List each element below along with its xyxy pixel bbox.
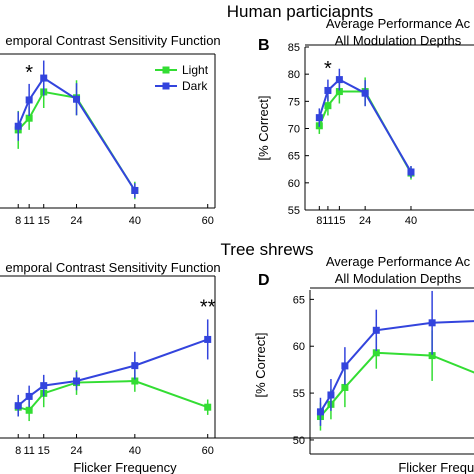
data-point xyxy=(372,349,380,357)
legend-marker xyxy=(162,66,170,74)
data-point xyxy=(40,382,48,390)
y-tick-label: 85 xyxy=(288,42,300,54)
data-point xyxy=(131,362,139,370)
x-tick-label: 15 xyxy=(38,445,50,457)
legend-label: Dark xyxy=(182,79,208,93)
panel-letter: B xyxy=(258,37,270,54)
legend-marker xyxy=(162,82,170,90)
data-point xyxy=(428,319,436,327)
panel-c: emporal Contrast Sensitivity Function 8 11… xyxy=(0,260,474,457)
significance-marker: * xyxy=(324,58,332,80)
y-tick-label: 55 xyxy=(288,205,300,217)
data-point xyxy=(315,114,323,122)
data-point xyxy=(341,362,349,370)
y-tick-label: 60 xyxy=(293,341,305,353)
x-tick-label: 15 xyxy=(38,215,50,227)
series-dark xyxy=(316,290,474,426)
data-point xyxy=(131,377,139,385)
legend-label: Light xyxy=(182,63,209,77)
data-point xyxy=(204,335,212,343)
panel-title-line: Average Performance Ac xyxy=(326,254,471,269)
x-tick-label: 8 xyxy=(316,215,322,227)
data-point xyxy=(73,95,81,103)
panel-title-line: All Modulation Depths xyxy=(335,33,462,48)
data-point xyxy=(14,122,22,130)
data-point xyxy=(131,186,139,194)
panel-b: Average Performance Ac All Modulation Dep… xyxy=(256,16,474,227)
data-point xyxy=(25,392,33,400)
data-point xyxy=(40,74,48,82)
x-tick-label: 15 xyxy=(333,215,345,227)
x-tick-label: 60 xyxy=(202,215,214,227)
data-point xyxy=(407,168,415,176)
data-point xyxy=(316,408,324,416)
y-axis-label: [% Correct] xyxy=(253,332,268,397)
data-point xyxy=(73,377,81,385)
data-point xyxy=(324,102,332,110)
panel-d: Average Performance Ac All Modulation Dep… xyxy=(253,254,474,455)
y-tick-label: 80 xyxy=(288,69,300,81)
y-tick-label: 55 xyxy=(293,388,305,400)
y-axis-label: [% Correct] xyxy=(256,95,271,160)
x-tick-label: 60 xyxy=(202,445,214,457)
data-point xyxy=(428,352,436,360)
x-tick-label: 40 xyxy=(405,215,417,227)
significance-marker: ** xyxy=(200,297,216,319)
x-tick-label: 24 xyxy=(70,445,82,457)
series-dark xyxy=(14,319,212,417)
data-point xyxy=(25,114,33,122)
data-point xyxy=(25,406,33,414)
x-axis-label-right: Flicker Frequency xyxy=(398,460,474,474)
x-tick-label: 40 xyxy=(129,445,141,457)
x-tick-label: 24 xyxy=(70,215,82,227)
x-tick-label: 8 xyxy=(15,215,21,227)
data-point xyxy=(335,88,343,96)
data-point xyxy=(14,402,22,410)
panel-a: emporal Contrast Sensitivity Function 8 11… xyxy=(0,33,221,227)
x-tick-label: 40 xyxy=(129,215,141,227)
x-tick-label: 24 xyxy=(359,215,371,227)
x-axis-label-left: Flicker Frequency xyxy=(73,460,177,474)
panel-title-line: All Modulation Depths xyxy=(335,271,462,286)
series-light xyxy=(316,330,474,431)
row-title-tree-shrews: Tree shrews xyxy=(221,240,314,259)
data-point xyxy=(204,403,212,411)
data-point xyxy=(327,391,335,399)
legend: Light Dark xyxy=(155,63,209,93)
data-point xyxy=(324,86,332,94)
x-tick-label: 11 xyxy=(23,445,34,457)
x-tick-label: 11 xyxy=(322,215,333,227)
panel-letter: D xyxy=(258,272,270,289)
y-tick-label: 65 xyxy=(293,294,305,306)
data-point xyxy=(341,383,349,391)
data-point xyxy=(25,96,33,104)
data-point xyxy=(335,76,343,84)
x-tick-label: 8 xyxy=(15,445,21,457)
y-tick-label: 75 xyxy=(288,96,300,108)
panel-title-line: emporal Contrast Sensitivity Function xyxy=(5,33,220,48)
x-tick-label: 11 xyxy=(23,215,34,227)
y-tick-label: 60 xyxy=(288,178,300,190)
y-tick-label: 50 xyxy=(293,435,305,447)
data-point xyxy=(361,89,369,97)
series-dark xyxy=(315,68,415,178)
panel-title-line: emporal Contrast Sensitivity Function xyxy=(5,260,220,275)
row-title-human: Human particiapnts xyxy=(227,2,373,21)
y-tick-label: 70 xyxy=(288,124,300,136)
y-tick-label: 65 xyxy=(288,151,300,163)
panel-title-line: Average Performance Ac xyxy=(326,16,471,31)
significance-marker: * xyxy=(25,62,33,84)
series-dark xyxy=(14,60,139,198)
data-point xyxy=(372,326,380,334)
